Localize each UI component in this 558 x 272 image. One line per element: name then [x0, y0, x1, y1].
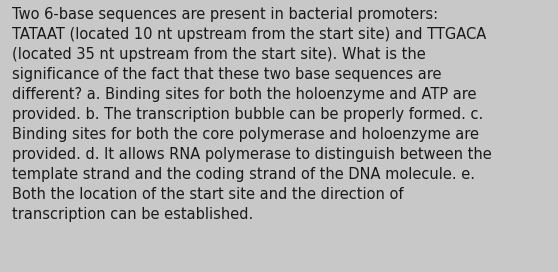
- Text: Two 6-base sequences are present in bacterial promoters:
TATAAT (located 10 nt u: Two 6-base sequences are present in bact…: [12, 7, 492, 222]
